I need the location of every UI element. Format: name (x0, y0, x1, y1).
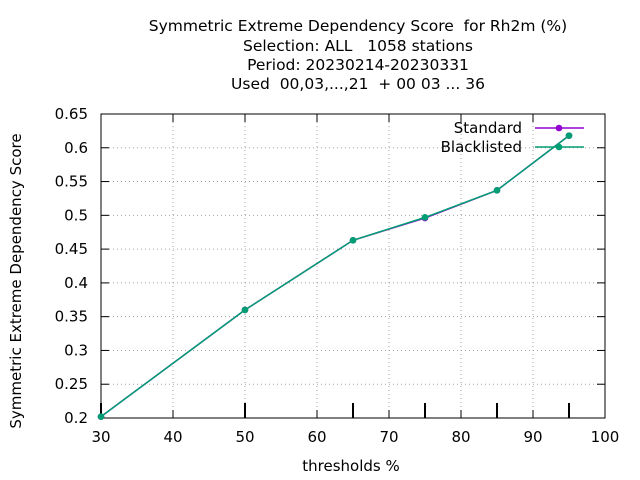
x-tick-label: 70 (379, 428, 398, 446)
data-point-1 (421, 214, 429, 221)
y-tick-label: 0.5 (64, 206, 88, 224)
x-tick-label: 50 (235, 428, 254, 446)
data-point-1 (493, 187, 501, 194)
legend-point-0 (555, 124, 563, 132)
chart-title-line-2: Selection: ALL 1058 stations (242, 37, 474, 55)
x-tick-label: 80 (451, 428, 470, 446)
data-point-1 (241, 306, 249, 314)
x-tick-label: 60 (307, 428, 326, 446)
x-tick-label: 100 (591, 428, 620, 446)
data-point-1 (565, 132, 573, 139)
legend-point-1 (555, 143, 563, 151)
y-tick-label: 0.6 (64, 139, 88, 157)
chart-title-line-4: Used 00,03,...,21 + 00 03 ... 36 (231, 75, 485, 93)
legend-label-0: Standard (454, 119, 522, 137)
x-tick-label: 90 (523, 428, 542, 446)
y-axis-label: Symmetric Extreme Dependency Score (7, 133, 25, 428)
chart-title-line-1: Symmetric Extreme Dependency Score for R… (148, 17, 568, 35)
plot-frame (100, 113, 606, 419)
threshold-markers (100, 403, 570, 418)
legend-label-1: Blacklisted (441, 138, 522, 156)
chart-title-line-3: Period: 20230214-20230331 (247, 56, 469, 74)
series-line-1 (100, 135, 570, 418)
series (97, 132, 573, 420)
axis-ticks: 0.2 0.25 0.3 0.35 0.4 0.45 0.5 0.55 0.6 0.65 30 40 5… (55, 105, 620, 446)
y-tick-label: 0.2 (64, 409, 88, 427)
y-tick-label: 0.3 (64, 341, 88, 359)
y-tick-label: 0.45 (55, 240, 88, 258)
x-axis-label: thresholds % (302, 457, 399, 475)
y-tick-label: 0.65 (55, 105, 88, 123)
y-tick-label: 0.25 (55, 375, 88, 393)
y-tick-label: 0.55 (55, 173, 88, 191)
grid (101, 114, 605, 418)
y-tick-label: 0.35 (55, 308, 88, 326)
x-tick-label: 30 (91, 428, 110, 446)
x-tick-label: 40 (163, 428, 182, 446)
y-tick-label: 0.4 (64, 274, 88, 292)
data-point-1 (349, 237, 357, 244)
series-line-0 (100, 135, 570, 418)
data-point-1 (97, 413, 105, 420)
